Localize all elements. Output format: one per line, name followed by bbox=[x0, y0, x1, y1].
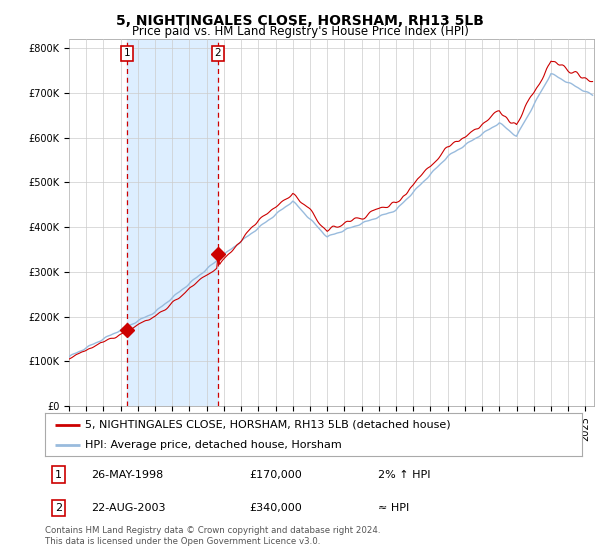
Text: 5, NIGHTINGALES CLOSE, HORSHAM, RH13 5LB: 5, NIGHTINGALES CLOSE, HORSHAM, RH13 5LB bbox=[116, 14, 484, 28]
Text: 2% ↑ HPI: 2% ↑ HPI bbox=[378, 470, 430, 480]
Text: 1: 1 bbox=[55, 470, 62, 480]
Text: 1: 1 bbox=[124, 48, 130, 58]
Text: Contains HM Land Registry data © Crown copyright and database right 2024.
This d: Contains HM Land Registry data © Crown c… bbox=[45, 526, 380, 546]
Text: £170,000: £170,000 bbox=[249, 470, 302, 480]
Text: HPI: Average price, detached house, Horsham: HPI: Average price, detached house, Hors… bbox=[85, 441, 342, 450]
Text: 22-AUG-2003: 22-AUG-2003 bbox=[91, 503, 165, 513]
Text: ≈ HPI: ≈ HPI bbox=[378, 503, 409, 513]
Text: Price paid vs. HM Land Registry's House Price Index (HPI): Price paid vs. HM Land Registry's House … bbox=[131, 25, 469, 38]
Text: 26-MAY-1998: 26-MAY-1998 bbox=[91, 470, 163, 480]
Text: 2: 2 bbox=[55, 503, 62, 513]
Text: 5, NIGHTINGALES CLOSE, HORSHAM, RH13 5LB (detached house): 5, NIGHTINGALES CLOSE, HORSHAM, RH13 5LB… bbox=[85, 420, 451, 430]
Text: £340,000: £340,000 bbox=[249, 503, 302, 513]
Bar bbox=[127, 39, 218, 406]
Text: 2: 2 bbox=[214, 48, 221, 58]
